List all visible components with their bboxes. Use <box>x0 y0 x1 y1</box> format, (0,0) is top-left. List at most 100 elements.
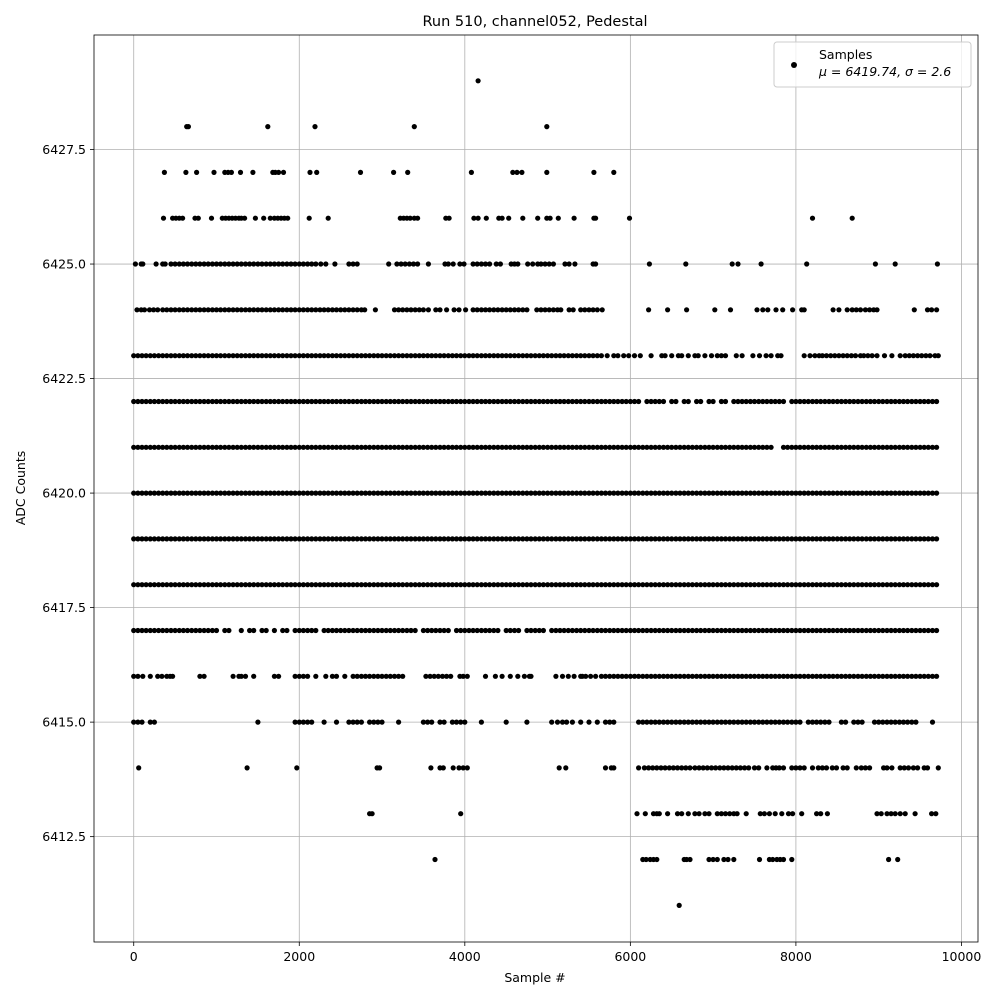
data-point <box>669 490 675 496</box>
data-point <box>237 169 244 175</box>
data-point <box>400 353 406 359</box>
data-point <box>593 215 599 221</box>
data-point <box>689 490 696 496</box>
data-point <box>135 536 141 542</box>
data-point <box>593 261 599 267</box>
data-point <box>468 169 474 175</box>
data-point <box>764 673 770 679</box>
data-point <box>242 307 249 313</box>
data-point <box>342 536 348 542</box>
data-point <box>780 765 787 771</box>
data-point <box>876 536 882 542</box>
data-point <box>387 536 393 542</box>
data-point <box>265 124 271 130</box>
data-point <box>871 398 878 405</box>
data-point <box>292 582 298 588</box>
data-point <box>226 307 232 313</box>
data-point <box>416 353 422 359</box>
data-point <box>367 582 373 588</box>
data-point <box>733 353 739 359</box>
data-point <box>822 627 828 634</box>
data-point <box>400 444 406 450</box>
data-point <box>590 536 596 542</box>
data-point <box>423 673 429 679</box>
data-point <box>495 444 501 450</box>
data-point <box>271 536 277 542</box>
data-point <box>305 536 311 542</box>
data-point <box>155 673 161 679</box>
data-point <box>640 627 646 634</box>
data-point <box>412 353 418 359</box>
data-point <box>524 444 530 450</box>
data-point <box>429 582 435 588</box>
data-point <box>549 719 555 725</box>
data-point <box>889 765 895 771</box>
data-point <box>354 627 360 634</box>
data-point <box>288 353 294 359</box>
data-point <box>338 627 344 634</box>
data-point <box>793 582 799 588</box>
data-point <box>458 811 464 817</box>
data-point <box>851 536 857 542</box>
data-point <box>623 582 629 588</box>
data-point <box>398 261 404 267</box>
data-point <box>785 444 791 450</box>
data-point <box>557 582 563 588</box>
data-point <box>474 398 480 405</box>
data-point <box>619 582 625 588</box>
data-point <box>586 490 592 496</box>
data-point <box>487 582 493 588</box>
data-point <box>354 261 360 267</box>
data-point <box>809 673 816 679</box>
data-point <box>884 719 890 725</box>
data-point <box>631 673 638 679</box>
data-point <box>735 398 741 405</box>
data-point <box>466 444 472 450</box>
data-point <box>818 536 824 542</box>
data-point <box>213 627 220 634</box>
data-point <box>814 811 820 817</box>
data-point <box>462 582 468 588</box>
data-point <box>660 490 667 496</box>
data-point <box>263 582 269 588</box>
data-point <box>329 307 335 313</box>
data-point <box>292 627 298 634</box>
data-point <box>184 353 191 359</box>
data-point <box>300 536 306 542</box>
data-point <box>309 627 315 634</box>
y-tick-label: 6425.0 <box>42 257 86 272</box>
data-point <box>532 490 538 496</box>
data-point <box>354 719 360 725</box>
data-point <box>888 444 894 450</box>
data-point <box>648 673 654 679</box>
data-point <box>350 490 356 496</box>
data-point <box>549 444 555 450</box>
legend-stat: μ = 6419.74, σ = 2.6 <box>818 64 951 79</box>
data-point <box>506 215 512 221</box>
data-point <box>615 444 621 450</box>
data-point <box>450 765 456 771</box>
data-point <box>847 444 853 450</box>
data-point <box>487 261 493 267</box>
data-point <box>631 627 638 634</box>
data-point <box>822 444 828 450</box>
data-point <box>383 582 389 588</box>
data-point <box>888 398 894 405</box>
data-point <box>325 398 331 405</box>
data-point <box>524 398 530 405</box>
data-point <box>511 627 518 634</box>
data-point <box>462 719 468 725</box>
data-point <box>445 536 451 542</box>
data-point <box>685 398 691 405</box>
data-point <box>151 490 157 496</box>
data-point <box>445 398 451 405</box>
data-point <box>896 398 903 405</box>
data-point <box>785 811 792 817</box>
data-point <box>358 719 364 725</box>
data-point <box>644 627 650 634</box>
data-point <box>913 444 919 450</box>
x-tick-label: 8000 <box>780 949 812 964</box>
data-point <box>449 719 455 725</box>
data-point <box>679 765 685 771</box>
data-point <box>503 627 509 634</box>
